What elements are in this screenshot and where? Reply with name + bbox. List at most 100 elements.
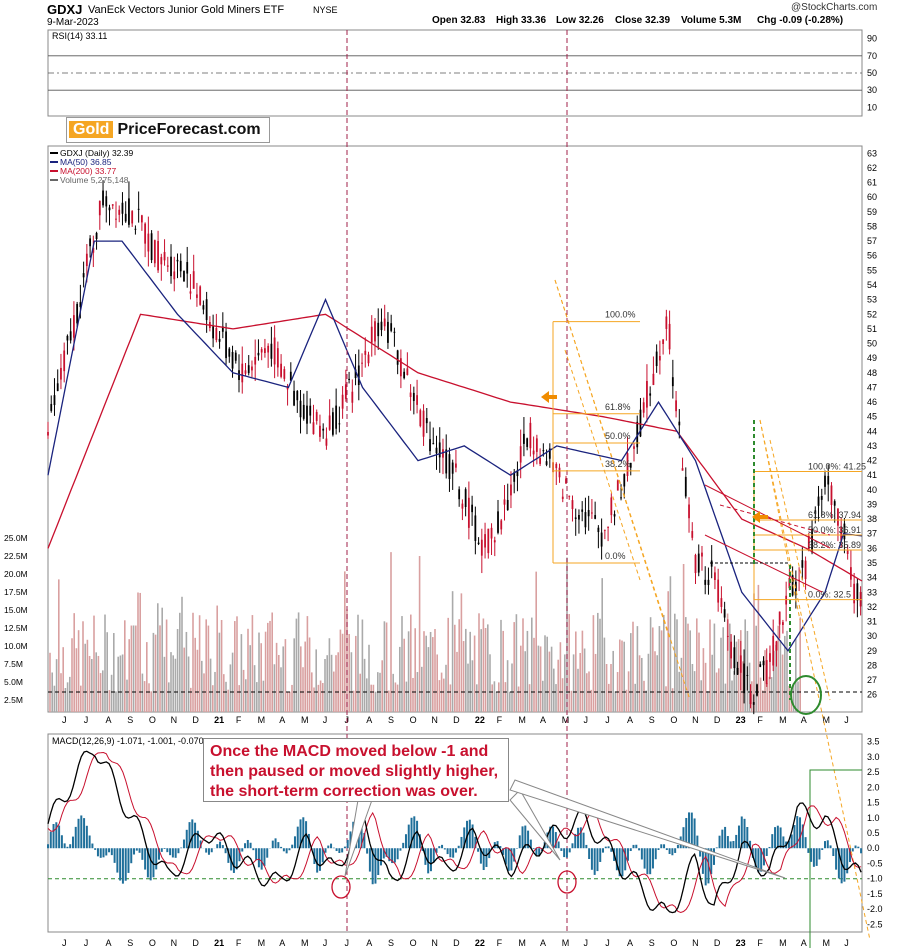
price-candle-body bbox=[115, 218, 117, 220]
annotation-pointer-3 bbox=[509, 779, 786, 879]
price-candle-body bbox=[497, 511, 499, 533]
price-candle-body bbox=[406, 368, 409, 376]
price-candle-body bbox=[850, 567, 852, 580]
price-candle-body bbox=[215, 328, 218, 341]
macd-x-label: O bbox=[670, 938, 677, 948]
macd-x-label: O bbox=[149, 938, 156, 948]
price-candle-body bbox=[587, 510, 590, 517]
macd-x-label: A bbox=[540, 938, 546, 948]
price-candle-body bbox=[176, 259, 179, 262]
green-target-line bbox=[809, 769, 862, 948]
macd-x-label: 21 bbox=[214, 938, 224, 948]
price-candle-body bbox=[221, 326, 224, 332]
price-x-label: D bbox=[192, 715, 199, 725]
price-x-label: N bbox=[692, 715, 699, 725]
macd-title: MACD(12,26,9) -1.071, -1.001, -0.070 bbox=[52, 736, 204, 746]
projection-line bbox=[769, 439, 831, 701]
legend-entry: GDXJ (Daily) 32.39 bbox=[60, 148, 133, 158]
price-candle-body bbox=[649, 393, 652, 396]
price-candle-body bbox=[519, 446, 522, 463]
price-candle-body bbox=[390, 323, 393, 331]
price-tick-label: 41 bbox=[867, 470, 877, 480]
projection-line bbox=[759, 419, 871, 941]
price-candle-body bbox=[53, 395, 56, 406]
price-x-label: 21 bbox=[214, 715, 224, 725]
price-candle-body bbox=[332, 412, 334, 435]
price-candle-body bbox=[134, 228, 137, 230]
macd-tick-label: 3.0 bbox=[867, 752, 880, 762]
price-candle-body bbox=[668, 323, 671, 350]
price-tick-label: 27 bbox=[867, 675, 877, 685]
volume-tick-label: 2.5M bbox=[4, 695, 23, 705]
price-candle-body bbox=[671, 377, 674, 387]
price-tick-label: 59 bbox=[867, 207, 877, 217]
price-candle-body bbox=[652, 373, 655, 385]
price-candle-body bbox=[681, 468, 684, 471]
price-candle-body bbox=[597, 527, 600, 533]
price-candle-body bbox=[234, 352, 237, 361]
price-candle-body bbox=[270, 343, 273, 359]
price-candle-body bbox=[69, 331, 72, 341]
price-candle-body bbox=[506, 499, 509, 510]
price-candle-body bbox=[160, 257, 163, 265]
price-candle-body bbox=[782, 622, 784, 626]
price-x-label: 23 bbox=[736, 715, 746, 725]
price-candle-body bbox=[257, 352, 260, 356]
rsi-tick-label: 50 bbox=[867, 68, 877, 78]
price-candle-body bbox=[370, 326, 373, 343]
price-tick-label: 39 bbox=[867, 499, 877, 509]
price-candle-body bbox=[319, 425, 321, 437]
price-candle-body bbox=[503, 499, 506, 505]
price-x-label: S bbox=[649, 715, 655, 725]
price-x-label: M bbox=[779, 715, 787, 725]
price-candle-body bbox=[280, 363, 282, 377]
price-candle-body bbox=[707, 579, 710, 586]
high-value: High 33.36 bbox=[496, 15, 547, 26]
price-candle-body bbox=[312, 422, 315, 435]
price-tick-label: 44 bbox=[867, 426, 877, 436]
price-candle-body bbox=[409, 392, 412, 398]
price-candle-body bbox=[840, 526, 843, 541]
price-candle-body bbox=[532, 450, 535, 455]
ticker-name: VanEck Vectors Junior Gold Miners ETF bbox=[88, 4, 285, 16]
price-candle-body bbox=[629, 462, 632, 468]
price-tick-label: 32 bbox=[867, 602, 877, 612]
price-x-label: J bbox=[323, 715, 328, 725]
price-candle-body bbox=[610, 497, 613, 516]
macd-x-label: A bbox=[105, 938, 111, 948]
fib-right-label: 0.0%: 32.5 bbox=[808, 590, 851, 600]
price-candle-body bbox=[607, 526, 609, 528]
price-x-label: O bbox=[410, 715, 417, 725]
price-candle-body bbox=[765, 660, 768, 685]
price-tick-label: 58 bbox=[867, 221, 877, 231]
change-value: Chg -0.09 (-0.28%) bbox=[757, 15, 844, 26]
price-candle-body bbox=[192, 271, 195, 289]
price-candle-body bbox=[306, 405, 308, 424]
volume-value: Volume 5.3M bbox=[681, 15, 742, 26]
price-candle-body bbox=[196, 294, 198, 298]
macd-x-label: J bbox=[844, 938, 849, 948]
price-candle-body bbox=[66, 335, 69, 341]
price-tick-label: 63 bbox=[867, 148, 877, 158]
macd-x-label: M bbox=[562, 938, 570, 948]
macd-x-label: M bbox=[779, 938, 787, 948]
price-candle-body bbox=[736, 667, 739, 675]
price-candle-body bbox=[801, 560, 804, 568]
price-candle-body bbox=[616, 480, 619, 491]
price-candle-body bbox=[752, 702, 755, 705]
volume-tick-label: 15.0M bbox=[4, 605, 28, 615]
target-ellipse bbox=[790, 675, 822, 715]
price-candle-body bbox=[121, 202, 124, 214]
price-candle-body bbox=[558, 467, 561, 478]
price-tick-label: 50 bbox=[867, 339, 877, 349]
price-x-label: M bbox=[518, 715, 526, 725]
price-x-label: J bbox=[62, 715, 67, 725]
open-value: Open 32.83 bbox=[432, 15, 486, 26]
price-candle-body bbox=[568, 495, 571, 497]
price-candle-body bbox=[545, 461, 548, 465]
price-candle-body bbox=[335, 405, 338, 429]
price-candle-body bbox=[490, 527, 493, 539]
price-candle-body bbox=[264, 348, 266, 354]
price-candle-body bbox=[231, 351, 234, 369]
